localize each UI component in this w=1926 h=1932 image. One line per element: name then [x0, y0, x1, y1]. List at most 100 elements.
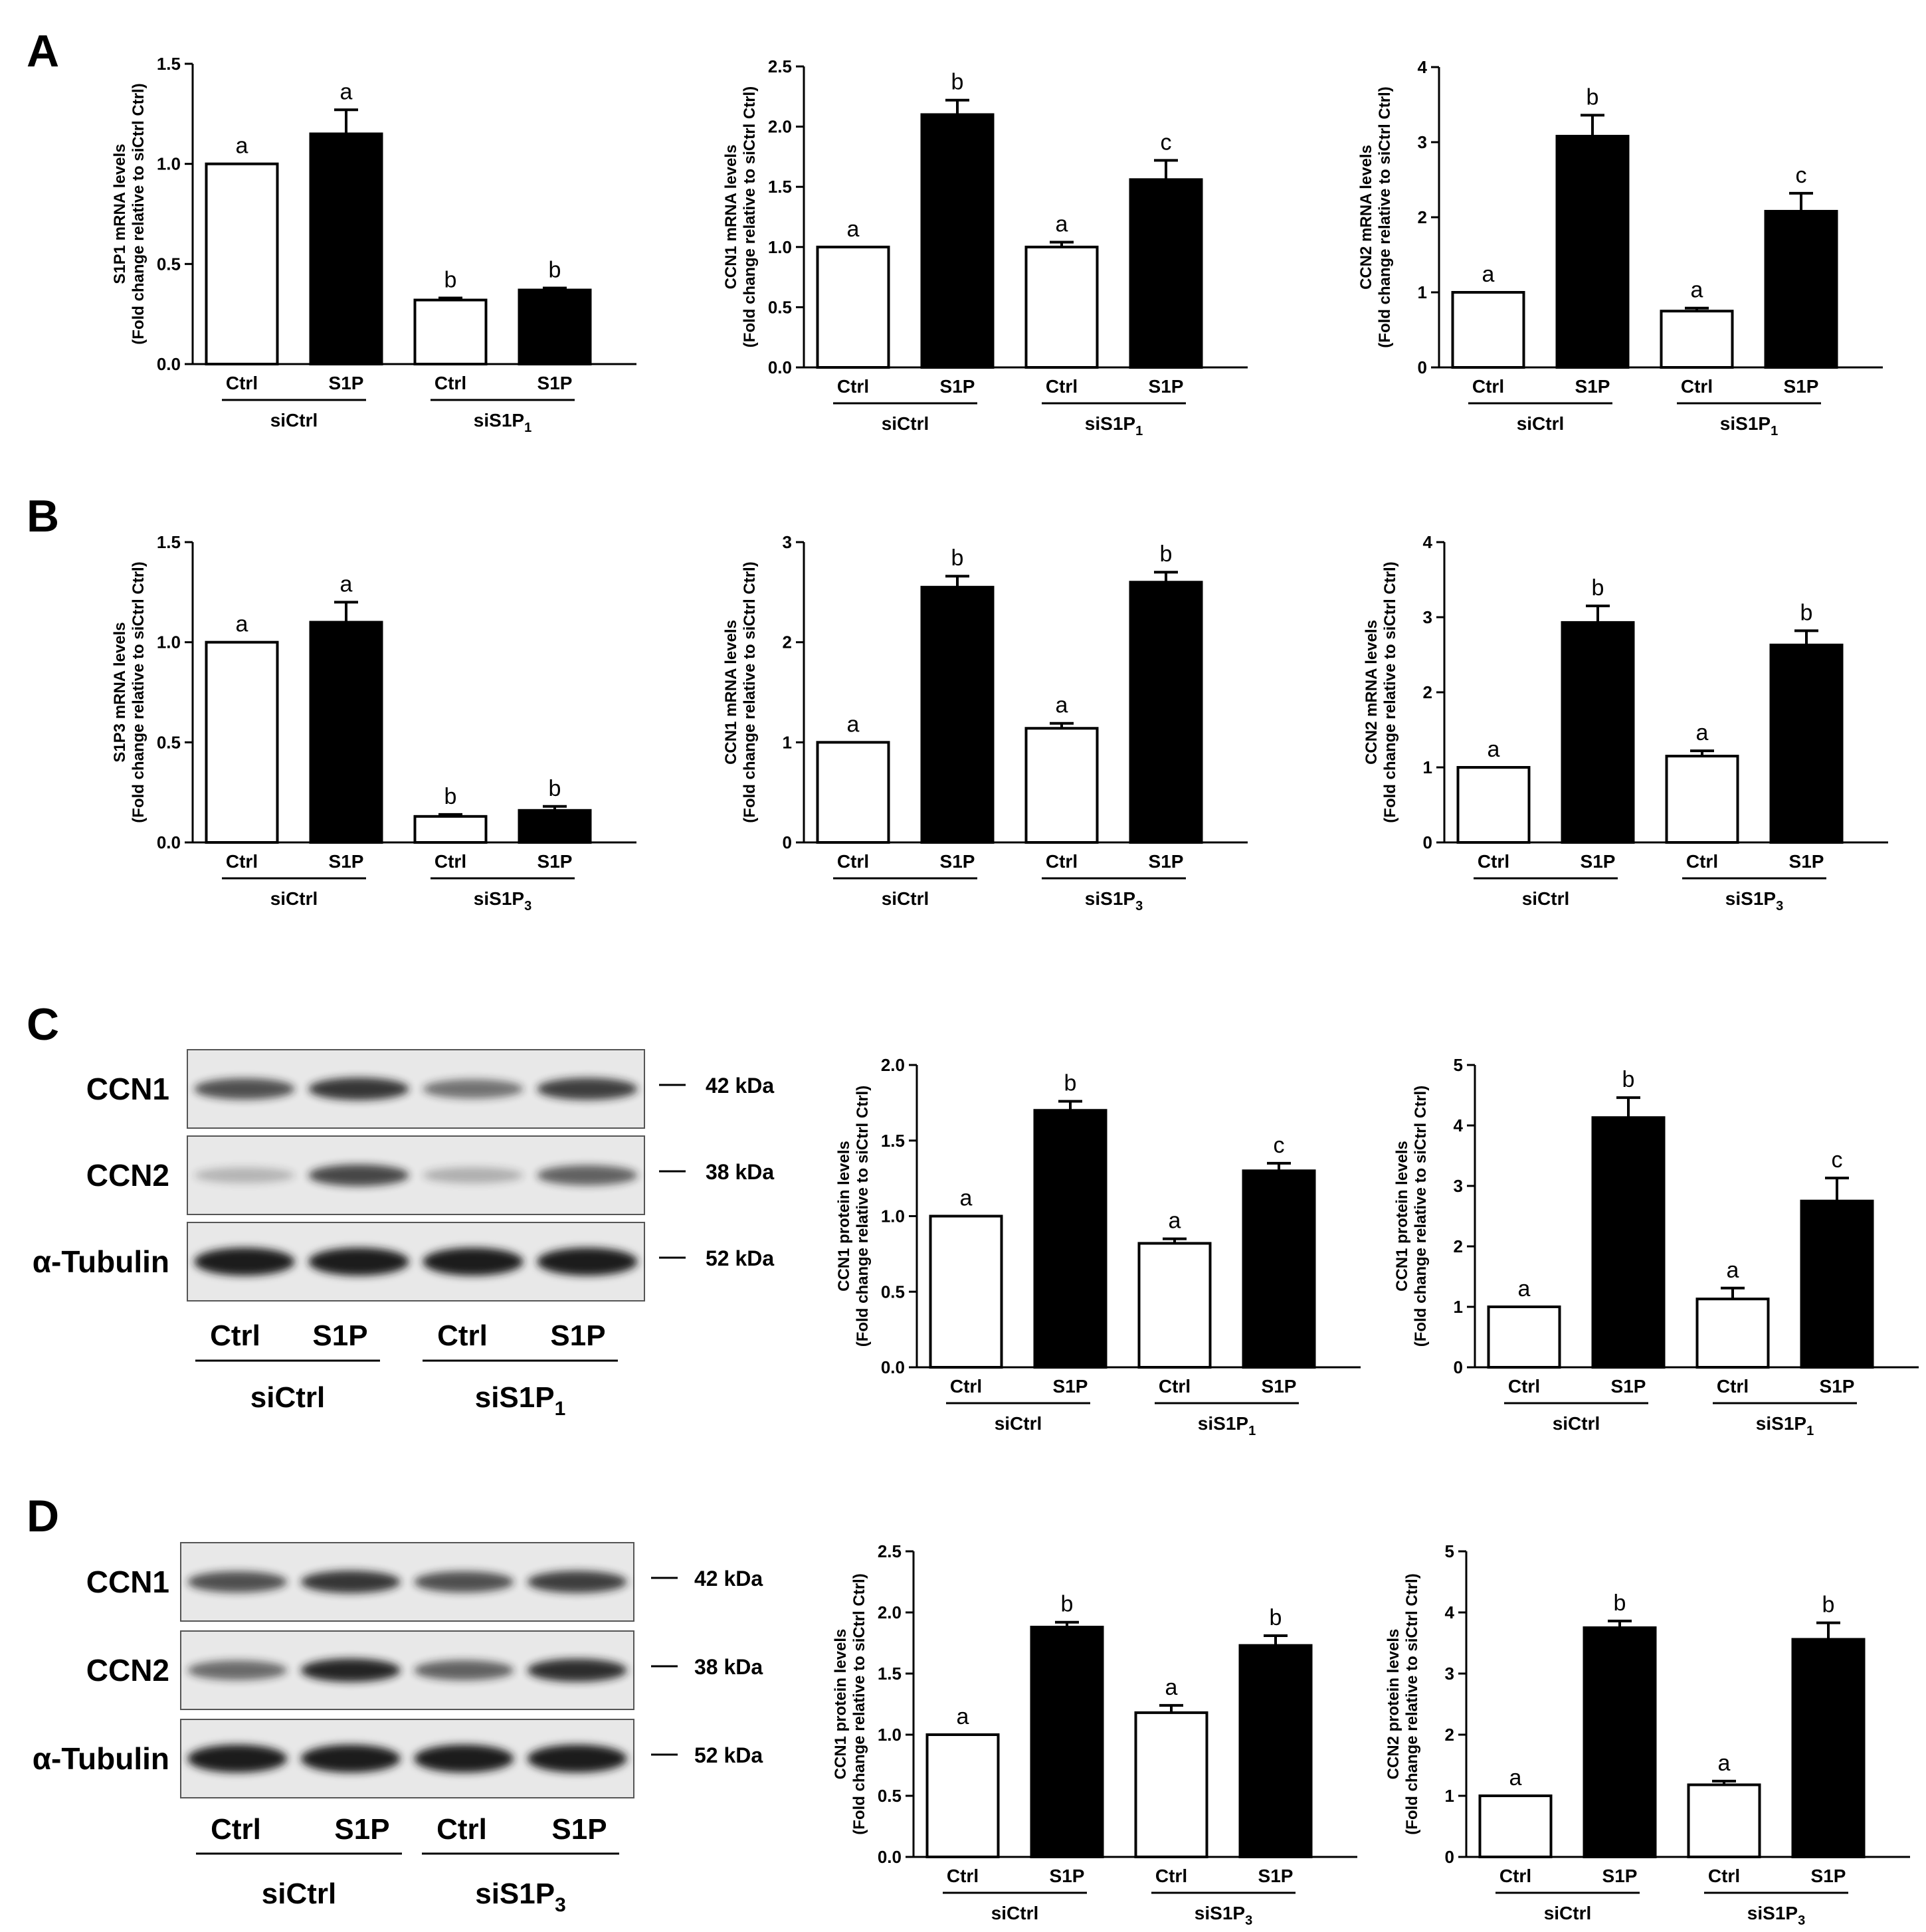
y-tick-label: 2.5 — [768, 56, 792, 76]
blot-category-label: S1P — [334, 1813, 389, 1846]
blot-band — [300, 1571, 401, 1593]
kda-label: 42 kDa — [694, 1567, 763, 1591]
blot-band — [308, 1248, 409, 1276]
blot-row-label: CCN1 — [86, 1565, 169, 1599]
blot-band — [537, 1078, 638, 1100]
bar — [1478, 1794, 1553, 1858]
y-tick-label: 0.5 — [768, 297, 792, 317]
blot-band — [187, 1745, 288, 1773]
panel-label-c: C — [27, 999, 59, 1050]
y-tick-label: 3 — [1423, 607, 1432, 627]
y-tick-label: 0 — [1445, 1847, 1454, 1867]
y-tick-label: 0 — [1454, 1357, 1463, 1377]
group-label-text: siS1P — [1195, 1903, 1245, 1923]
significance-letter: a — [1056, 212, 1068, 237]
y-tick-label: 0 — [1423, 832, 1432, 852]
category-label: S1P — [1050, 1866, 1085, 1886]
group-label: siCtrl — [1517, 413, 1565, 434]
y-axis-label-line1: S1P1 mRNA levels — [111, 144, 129, 284]
blot-category-label: Ctrl — [211, 1813, 261, 1846]
blot-band — [194, 1078, 295, 1100]
y-tick-label: 4 — [1418, 57, 1428, 77]
y-tick-label: 0.0 — [157, 832, 181, 852]
group-label-text: siS1P — [1725, 888, 1776, 909]
group-label-text: siCtrl — [882, 888, 929, 909]
y-tick-label: 2.0 — [768, 117, 792, 137]
category-label: Ctrl — [226, 851, 258, 872]
significance-letter: a — [1165, 1675, 1178, 1700]
y-tick-label: 1.0 — [878, 1725, 902, 1745]
significance-letter: a — [1169, 1208, 1181, 1234]
significance-letter: c — [1274, 1133, 1285, 1158]
y-axis-label-line1: S1P3 mRNA levels — [111, 622, 129, 762]
bar — [816, 245, 890, 369]
kda-label: 52 kDa — [706, 1246, 774, 1270]
blot-band — [194, 1248, 295, 1276]
y-axis-label: CCN2 mRNA levels (Fold change relative to… — [1357, 86, 1394, 347]
group-label-text: siCtrl — [1522, 888, 1570, 909]
y-axis-label: CCN1 mRNA levels (Fold change relative to… — [722, 561, 759, 822]
category-label: Ctrl — [434, 373, 466, 393]
category-label: S1P — [329, 851, 364, 872]
group-label-text: siS1P — [1085, 888, 1135, 909]
significance-letter: b — [1270, 1605, 1282, 1630]
bar-chart-d1: 0.0 0.5 1.0 1.5 2.0 2.5 CCN1 protein levels (Fo… — [832, 1541, 1357, 1928]
bar-chart-b2: 0 1 2 3 CCN1 mRNA levels (Fold change relativ… — [722, 532, 1248, 914]
blot-band — [300, 1745, 401, 1773]
blot-band — [414, 1571, 514, 1593]
group-label: siCtrl — [991, 1903, 1039, 1923]
category-label: Ctrl — [1046, 376, 1078, 397]
blot-category-label: Ctrl — [210, 1319, 260, 1352]
category-label: S1P — [1811, 1866, 1846, 1886]
blot-group-label-text: siS1P — [475, 1878, 555, 1910]
y-tick-label: 1.5 — [157, 54, 181, 74]
bar — [1451, 291, 1525, 369]
y-tick-label: 1.5 — [878, 1664, 902, 1684]
y-axis-label-line1: CCN1 protein levels — [832, 1629, 850, 1780]
bar — [1769, 643, 1844, 844]
significance-letter: a — [1482, 262, 1495, 287]
blot-category-label: S1P — [551, 1813, 607, 1846]
blot-band — [187, 1660, 288, 1680]
kda-label: 42 kDa — [706, 1074, 774, 1098]
bar-chart-b3: 0 1 2 3 4 CCN2 mRNA levels (Fold change relati… — [1363, 532, 1888, 914]
category-label: S1P — [1602, 1866, 1638, 1886]
bar — [1033, 1109, 1107, 1369]
y-axis-label-line1: CCN1 mRNA levels — [722, 620, 740, 765]
group-label: siS1P1 — [474, 410, 531, 435]
group-label-text: siS1P — [474, 410, 524, 431]
y-tick-label: 4 — [1445, 1602, 1455, 1622]
y-tick-label: 1.0 — [157, 154, 181, 174]
group-label: siCtrl — [995, 1413, 1042, 1434]
y-tick-label: 3 — [1418, 132, 1427, 152]
y-tick-label: 4 — [1454, 1115, 1464, 1135]
y-tick-label: 0 — [1418, 357, 1427, 377]
blot-band — [537, 1248, 638, 1276]
blot-category-label: Ctrl — [437, 1319, 488, 1352]
group-label-text: siCtrl — [270, 888, 318, 909]
blot-band — [194, 1167, 295, 1183]
category-label: S1P — [1149, 376, 1184, 397]
y-axis-label-line2: (Fold change relative to siCtrl Ctrl) — [1376, 86, 1394, 347]
category-label: Ctrl — [837, 376, 869, 397]
significance-letter: c — [1796, 163, 1807, 188]
y-tick-label: 1 — [1445, 1786, 1454, 1806]
blot-row-label: CCN2 — [86, 1653, 169, 1688]
y-tick-label: 1.0 — [881, 1207, 905, 1226]
significance-letter: a — [340, 79, 353, 104]
bar — [816, 741, 890, 844]
group-label: siCtrl — [1522, 888, 1570, 909]
significance-letter: b — [444, 784, 457, 809]
y-axis-label-line2: (Fold change relative to siCtrl Ctrl) — [1403, 1573, 1421, 1834]
significance-letter: a — [236, 134, 248, 159]
bar — [1456, 766, 1531, 844]
y-tick-label: 2 — [1418, 207, 1427, 227]
significance-letter: a — [1488, 737, 1500, 762]
western-blot-d: CCN1 42 kDa CCN2 38 kDa α-Tubulin 52 kDa Ctrl S… — [33, 1542, 763, 1916]
group-label-text: siCtrl — [995, 1413, 1042, 1434]
significance-letter: a — [1056, 693, 1068, 718]
group-label: siCtrl — [1544, 1903, 1592, 1923]
significance-letter: b — [1622, 1067, 1635, 1092]
significance-letter: b — [951, 545, 964, 571]
blot-band — [414, 1745, 514, 1773]
